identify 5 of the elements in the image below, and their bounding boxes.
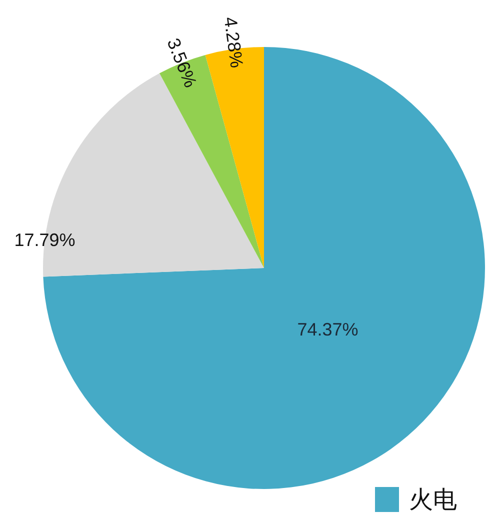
data-label: 4.28% <box>220 16 247 70</box>
data-label: 17.79% <box>14 230 76 250</box>
data-label: 3.56% <box>163 35 201 90</box>
legend-label: 火电 <box>409 486 457 514</box>
data-label: 74.37% <box>297 319 358 340</box>
